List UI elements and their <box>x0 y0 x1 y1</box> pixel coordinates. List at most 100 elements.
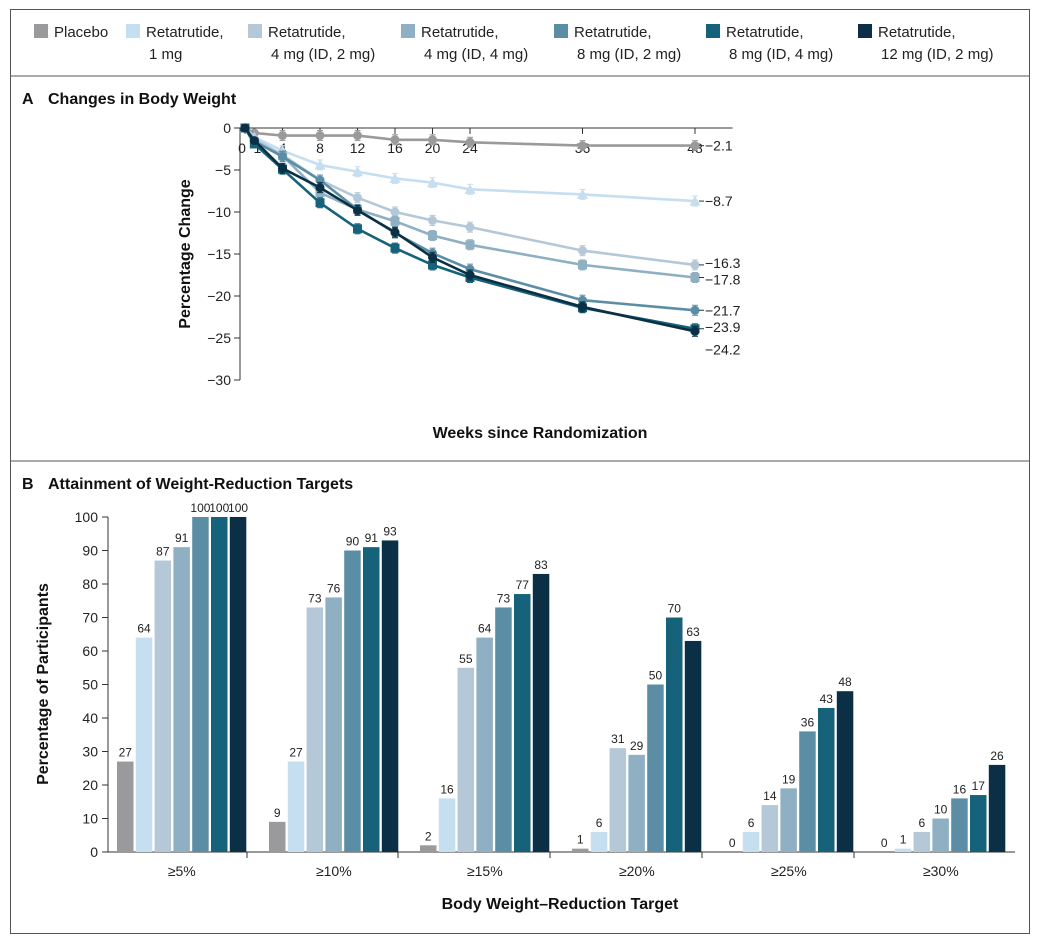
data-point <box>240 123 250 133</box>
y-tick-label: 20 <box>82 777 98 793</box>
bar-4-3 <box>780 788 797 852</box>
data-point <box>427 177 438 188</box>
data-point <box>428 231 437 241</box>
bar-5-4 <box>951 798 968 852</box>
bar-4-6 <box>836 691 854 852</box>
legend-swatch-2 <box>248 24 262 38</box>
data-point <box>315 131 325 141</box>
data-point <box>428 252 437 262</box>
bar-value-label: 50 <box>649 669 663 683</box>
data-point <box>389 172 401 183</box>
x-tick-label: 16 <box>387 140 403 156</box>
bar-1-2 <box>306 607 324 852</box>
x-tick-label: 8 <box>316 140 324 156</box>
bar-5-6 <box>988 764 1006 852</box>
bar-value-label: 76 <box>327 581 341 595</box>
bar-value-label: 93 <box>383 524 397 538</box>
panel-b-letter: B <box>22 476 34 493</box>
bar-value-label: 19 <box>782 772 796 786</box>
legend-swatch-1 <box>126 24 140 38</box>
bar-5-5 <box>970 795 987 852</box>
end-value-label-4: −21.7 <box>705 302 741 318</box>
bar-value-label: 70 <box>668 602 682 616</box>
bar-value-label: 91 <box>175 531 189 545</box>
data-point <box>465 137 475 147</box>
bar-3-6 <box>684 640 702 852</box>
legend: Placebo Retatrutide, 1 mg Retatrutide, 4 mg … <box>34 24 994 63</box>
legend-label-0-0: Placebo <box>54 24 108 41</box>
bar-value-label: 83 <box>534 558 548 572</box>
bar-value-label: 73 <box>308 591 322 605</box>
category-label: ≥15% <box>467 863 503 879</box>
y-tick-label: 70 <box>82 610 98 626</box>
data-point <box>428 215 437 225</box>
legend-label-4-1: 8 mg (ID, 2 mg) <box>577 46 681 63</box>
series-line-6 <box>243 127 696 333</box>
bar-value-label: 6 <box>919 816 926 830</box>
y-tick-label: −25 <box>207 330 231 346</box>
end-value-label-0: −2.1 <box>705 138 733 154</box>
bar-value-label: 73 <box>497 591 511 605</box>
data-point <box>465 270 475 280</box>
data-point <box>464 183 476 194</box>
bar-5-3 <box>932 818 949 852</box>
bar-1-0 <box>269 821 286 852</box>
bar-3-1 <box>590 831 608 852</box>
bar-value-label: 64 <box>137 622 151 636</box>
x-axis-title: Body Weight–Reduction Target <box>442 896 679 913</box>
bar-value-label: 48 <box>838 675 852 689</box>
data-point <box>390 135 400 145</box>
end-value-label-3: −17.8 <box>705 272 741 288</box>
bar-4-4 <box>799 731 816 852</box>
bar-5-2 <box>913 831 931 852</box>
y-tick-label: 0 <box>90 844 98 860</box>
bar-value-label: 100 <box>228 501 248 515</box>
end-value-label-5: −23.9 <box>705 319 741 335</box>
data-point <box>690 141 700 151</box>
bar-0-1 <box>135 637 153 852</box>
legend-label-6-0: Retatrutide, <box>878 24 956 41</box>
data-point <box>278 152 287 162</box>
x-tick-label: 20 <box>425 140 441 156</box>
category-label: ≥10% <box>316 863 352 879</box>
bar-1-5 <box>363 547 380 852</box>
data-point <box>353 224 362 234</box>
y-tick-label: 10 <box>82 811 98 827</box>
legend-swatch-5 <box>706 24 720 38</box>
bar-2-3 <box>476 637 493 852</box>
bar-value-label: 1 <box>900 833 907 847</box>
data-point <box>353 205 362 215</box>
bar-3-5 <box>666 617 683 852</box>
data-point <box>390 216 400 226</box>
bar-value-label: 9 <box>274 806 281 820</box>
data-point <box>278 131 287 141</box>
bar-0-6 <box>229 517 247 852</box>
data-point <box>465 222 475 232</box>
end-value-label-1: −8.7 <box>705 193 733 209</box>
y-tick-label: −10 <box>207 204 231 220</box>
panel-a-letter: A <box>22 91 34 108</box>
data-point <box>690 305 700 315</box>
data-point <box>690 326 700 336</box>
data-point <box>390 227 400 237</box>
series-line-5 <box>243 127 696 331</box>
bar-value-label: 26 <box>990 749 1004 763</box>
y-tick-label: −20 <box>207 288 231 304</box>
legend-label-4-0: Retatrutide, <box>574 24 652 41</box>
bar-value-label: 43 <box>820 692 834 706</box>
bar-0-4 <box>192 517 209 852</box>
bar-value-label: 64 <box>478 622 492 636</box>
bar-value-label: 27 <box>289 746 303 760</box>
x-axis-title: Weeks since Randomization <box>433 425 648 442</box>
bar-1-3 <box>325 597 342 852</box>
bar-value-label: 16 <box>953 782 967 796</box>
data-point <box>352 166 363 177</box>
series-line-0 <box>244 126 695 147</box>
legend-label-3-0: Retatrutide, <box>421 24 499 41</box>
data-point <box>353 193 362 203</box>
bar-value-label: 17 <box>972 779 986 793</box>
bar-0-5 <box>211 517 228 852</box>
bar-3-0 <box>572 848 589 852</box>
